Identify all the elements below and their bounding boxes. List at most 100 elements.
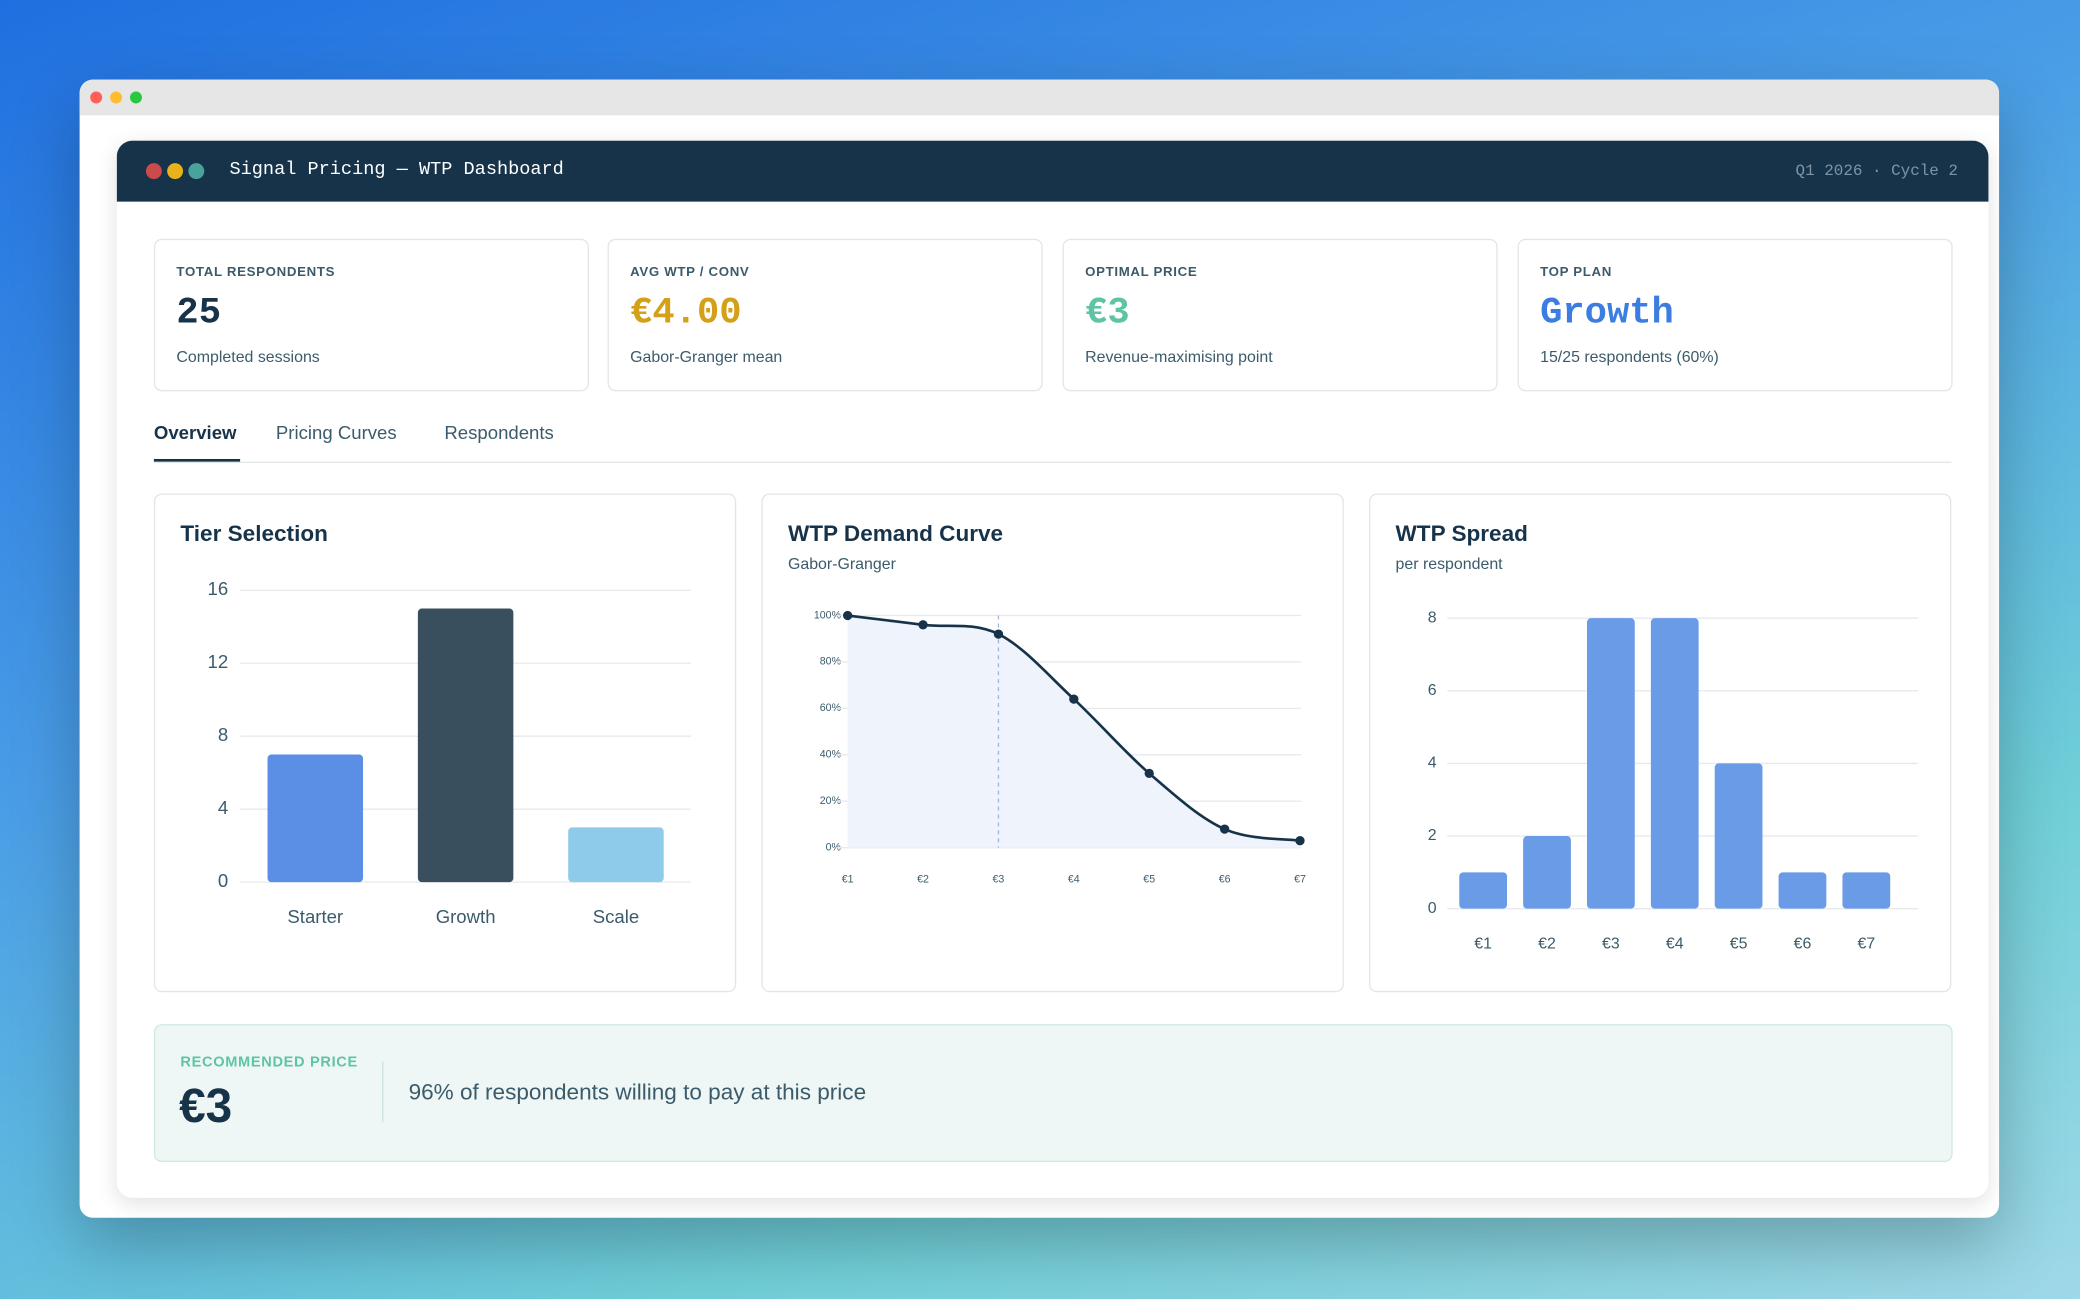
- y-tick-label: 100%: [814, 609, 842, 621]
- x-tick-label: €7: [1857, 936, 1875, 953]
- chart: 0 4 8 12 16 Starter Growth Scale: [208, 578, 692, 927]
- tab-underline: [153, 458, 241, 462]
- area: [847, 615, 1300, 848]
- y-tick-label: 6: [1428, 682, 1437, 699]
- y-tick-label: 12: [208, 651, 229, 672]
- rec-text: 96% of respondents willing to pay at thi…: [408, 1079, 867, 1105]
- browser-window: Signal Pricing — WTP Dashboard Q1 2026 ·…: [79, 79, 2000, 1218]
- bar: [417, 608, 514, 883]
- y-tick-label: 8: [218, 724, 228, 745]
- chart-card: 0 2 4 6 8 €1 €2 €3 €4 €5 €6 €7 WTP Spread per respo…: [1368, 493, 1952, 993]
- y-tick-label: 0: [1428, 900, 1437, 917]
- y-tick-label: 16: [208, 578, 229, 599]
- chart-title: Tier Selection: [180, 521, 328, 547]
- minimize-button[interactable]: [110, 91, 123, 104]
- x-tick-label: €1: [842, 873, 854, 885]
- dashboard: Signal Pricing — WTP Dashboard Q1 2026 ·…: [116, 140, 1989, 1198]
- x-tick-label: €3: [993, 873, 1005, 885]
- header-title: Signal Pricing — WTP Dashboard: [229, 159, 564, 181]
- point: [1069, 694, 1079, 704]
- tab-divider: [153, 461, 1952, 463]
- bar: [1459, 872, 1508, 909]
- dot: [188, 163, 205, 180]
- kpi-card: TOTAL RESPONDENTS 25 Completed sessions: [153, 238, 589, 392]
- bar: [1523, 836, 1571, 909]
- rec-value: €3: [179, 1078, 233, 1133]
- x-tick-label: €6: [1219, 873, 1231, 885]
- rec-divider: [382, 1061, 384, 1123]
- kpi-note: 15/25 respondents (60%): [1540, 347, 1719, 367]
- chart-title: WTP Demand Curve: [787, 521, 1004, 547]
- point: [1295, 836, 1305, 846]
- kpi-card: TOP PLAN Growth 15/25 respondents (60%): [1517, 238, 1953, 392]
- dot: [167, 163, 184, 180]
- bar: [1778, 872, 1827, 909]
- header-meta: Q1 2026 · Cycle 2: [1795, 161, 1958, 181]
- point: [1219, 824, 1230, 834]
- y-tick-label: 8: [1428, 609, 1437, 626]
- kpi-value: 25: [176, 293, 222, 335]
- tab[interactable]: Respondents: [444, 421, 554, 444]
- y-tick-label: 0%: [826, 841, 842, 853]
- x-tick-label: €6: [1794, 936, 1812, 953]
- maximize-button[interactable]: [129, 91, 142, 104]
- bar: [1587, 618, 1635, 909]
- chart-subtitle: per respondent: [1395, 554, 1503, 574]
- chart-card: 0 4 8 12 16 Starter Growth Scale Tier Selection: [153, 493, 737, 993]
- y-tick-label: 80%: [820, 656, 842, 668]
- kpi-card: OPTIMAL PRICE €3 Revenue-maximising poin…: [1062, 238, 1498, 392]
- kpi-note: Gabor-Granger mean: [630, 347, 783, 367]
- tab[interactable]: Pricing Curves: [275, 421, 397, 444]
- header: Signal Pricing — WTP Dashboard Q1 2026 ·…: [116, 140, 1989, 202]
- bar: [1842, 872, 1891, 909]
- y-tick-label: 40%: [820, 749, 842, 761]
- x-tick-label: €5: [1143, 873, 1155, 885]
- kpi-label: AVG WTP / CONV: [630, 265, 750, 280]
- point: [843, 610, 853, 621]
- recommendation: RECOMMENDED PRICE €3 96% of respondents …: [153, 1024, 1953, 1163]
- x-tick-label: €2: [1538, 936, 1556, 953]
- chart-title: WTP Spread: [1395, 521, 1528, 547]
- chart-card: 0% 20% 40% 60% 80% 100% €1 €2 €3 €4 €5 €6 €7 WTP Dem…: [761, 493, 1344, 993]
- bar: [1650, 618, 1699, 909]
- point: [918, 620, 928, 630]
- x-tick-label: €4: [1068, 873, 1080, 885]
- kpi-value: €3: [1085, 293, 1130, 335]
- y-tick-label: 2: [1428, 827, 1437, 844]
- y-tick-label: 60%: [820, 702, 842, 714]
- chart: 0 2 4 6 8 €1 €2 €3 €4 €5 €6 €7: [1428, 609, 1919, 953]
- dot: [145, 163, 162, 180]
- x-tick-label: €7: [1294, 873, 1306, 885]
- window-titlebar: [79, 79, 2000, 116]
- kpi-label: TOP PLAN: [1540, 265, 1613, 280]
- kpi-label: TOTAL RESPONDENTS: [176, 265, 336, 280]
- x-tick-label: Growth: [436, 906, 496, 927]
- close-button[interactable]: [90, 91, 103, 104]
- y-tick-label: 20%: [820, 795, 842, 807]
- kpi-note: Completed sessions: [176, 347, 320, 367]
- rec-label: RECOMMENDED PRICE: [180, 1054, 358, 1071]
- bar: [1714, 763, 1763, 909]
- x-tick-label: €3: [1602, 936, 1620, 953]
- bar: [568, 827, 664, 883]
- y-tick-label: 0: [218, 870, 228, 891]
- kpi-value: Growth: [1540, 293, 1674, 335]
- kpi-card: AVG WTP / CONV €4.00 Gabor-Granger mean: [607, 238, 1043, 392]
- point: [1144, 768, 1154, 779]
- point: [993, 629, 1004, 639]
- x-tick-label: €1: [1474, 936, 1492, 953]
- kpi-value: €4.00: [630, 293, 742, 335]
- y-tick-label: 4: [1428, 755, 1437, 772]
- x-tick-label: Starter: [287, 906, 343, 927]
- tab-active[interactable]: Overview: [153, 421, 237, 444]
- chart: 0% 20% 40% 60% 80% 100% €1 €2 €3 €4 €5 €6 €7: [814, 609, 1306, 885]
- bar: [267, 754, 364, 883]
- x-tick-label: Scale: [593, 906, 639, 927]
- x-tick-label: €2: [917, 873, 929, 885]
- kpi-label: OPTIMAL PRICE: [1085, 265, 1198, 280]
- kpi-note: Revenue-maximising point: [1085, 347, 1273, 367]
- x-tick-label: €4: [1666, 936, 1684, 953]
- y-tick-label: 4: [218, 797, 228, 818]
